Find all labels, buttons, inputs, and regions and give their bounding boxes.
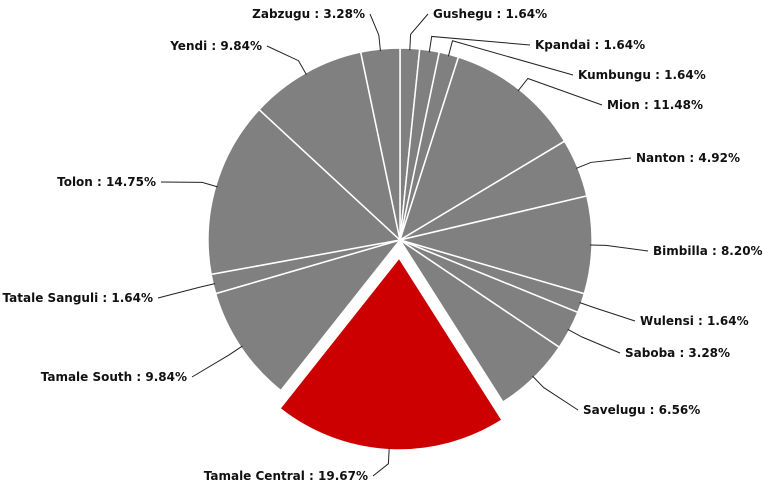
label-separator: : [708,244,721,258]
label-separator: : [207,39,220,53]
leader-line [160,181,218,188]
data-label: Nanton : 4.92% [636,151,740,165]
slice-value: 1.64% [506,7,548,21]
label-separator: : [675,346,688,360]
data-label: Tamale Central : 19.67% [204,469,368,483]
leader-line [567,328,621,354]
slice-name: Savelugu [583,403,646,417]
slice-name: Saboba [625,346,675,360]
leader-line [589,244,649,252]
label-separator: : [590,38,603,52]
label-separator: : [305,469,318,483]
data-label: Zabzugu : 3.28% [252,7,365,21]
label-separator: : [646,403,659,417]
data-label: Saboba : 3.28% [625,346,730,360]
data-label: Kpandai : 1.64% [535,38,645,52]
slice-name: Tamale South [41,370,132,384]
data-label: Yendi : 9.84% [169,39,262,53]
leader-line [372,447,390,477]
leader-line [575,157,632,169]
data-label: Tatale Sanguli : 1.64% [3,291,153,305]
slice-name: Nanton [636,151,685,165]
slice-name: Bimbilla [653,244,708,258]
label-separator: : [492,7,505,21]
slice-name: Mion [607,98,640,112]
label-separator: : [98,291,111,305]
leader-line [369,13,381,52]
slice-value: 1.64% [111,291,153,305]
leader-line [409,13,429,51]
slice-value: 14.75% [106,175,156,189]
leader-line [447,40,574,76]
slice-value: 1.64% [664,68,706,82]
data-label: Wulensi : 1.64% [640,314,749,328]
slice-value: 3.28% [688,346,730,360]
slice-name: Yendi [169,39,207,53]
label-separator: : [694,314,707,328]
slice-value: 19.67% [318,469,368,483]
data-label: Mion : 11.48% [607,98,703,112]
label-separator: : [651,68,664,82]
slice-value: 3.28% [323,7,365,21]
data-label: Gushegu : 1.64% [433,7,547,21]
slice-value: 9.84% [220,39,262,53]
leader-line [191,345,243,378]
slice-value: 1.64% [604,38,646,52]
leader-line [579,302,636,322]
slice-name: Zabzugu [252,7,310,21]
slice-name: Kumbungu [578,68,651,82]
data-label: Bimbilla : 8.20% [653,244,763,258]
slice-value: 1.64% [707,314,749,328]
slice-value: 9.84% [145,370,187,384]
data-label: Kumbungu : 1.64% [578,68,706,82]
slice-name: Kpandai [535,38,590,52]
slice-value: 8.20% [721,244,763,258]
leader-line [266,45,307,75]
slice-name: Tamale Central [204,469,305,483]
slice-value: 4.92% [698,151,740,165]
leader-line [517,77,603,106]
leader-line [157,283,216,299]
label-separator: : [132,370,145,384]
data-label: Savelugu : 6.56% [583,403,700,417]
slice-value: 6.56% [659,403,701,417]
label-separator: : [93,175,106,189]
label-separator: : [640,98,653,112]
label-separator: : [685,151,698,165]
leader-line [428,35,531,53]
label-separator: : [310,7,323,21]
slice-name: Gushegu [433,7,492,21]
leader-line [532,375,579,411]
data-label: Tolon : 14.75% [57,175,156,189]
slice-name: Wulensi [640,314,694,328]
slice-name: Tolon [57,175,93,189]
data-label: Tamale South : 9.84% [41,370,187,384]
slice-value: 11.48% [653,98,703,112]
slice-name: Tatale Sanguli [3,291,99,305]
